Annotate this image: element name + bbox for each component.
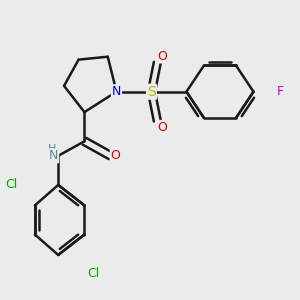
Text: H: H: [48, 144, 57, 154]
Text: O: O: [157, 50, 167, 63]
Text: O: O: [157, 121, 167, 134]
Text: O: O: [111, 149, 121, 162]
Text: S: S: [147, 85, 156, 99]
Text: N: N: [112, 85, 121, 98]
Text: F: F: [277, 85, 284, 98]
Text: N: N: [49, 149, 58, 162]
Text: Cl: Cl: [5, 178, 17, 191]
Text: Cl: Cl: [87, 267, 99, 280]
